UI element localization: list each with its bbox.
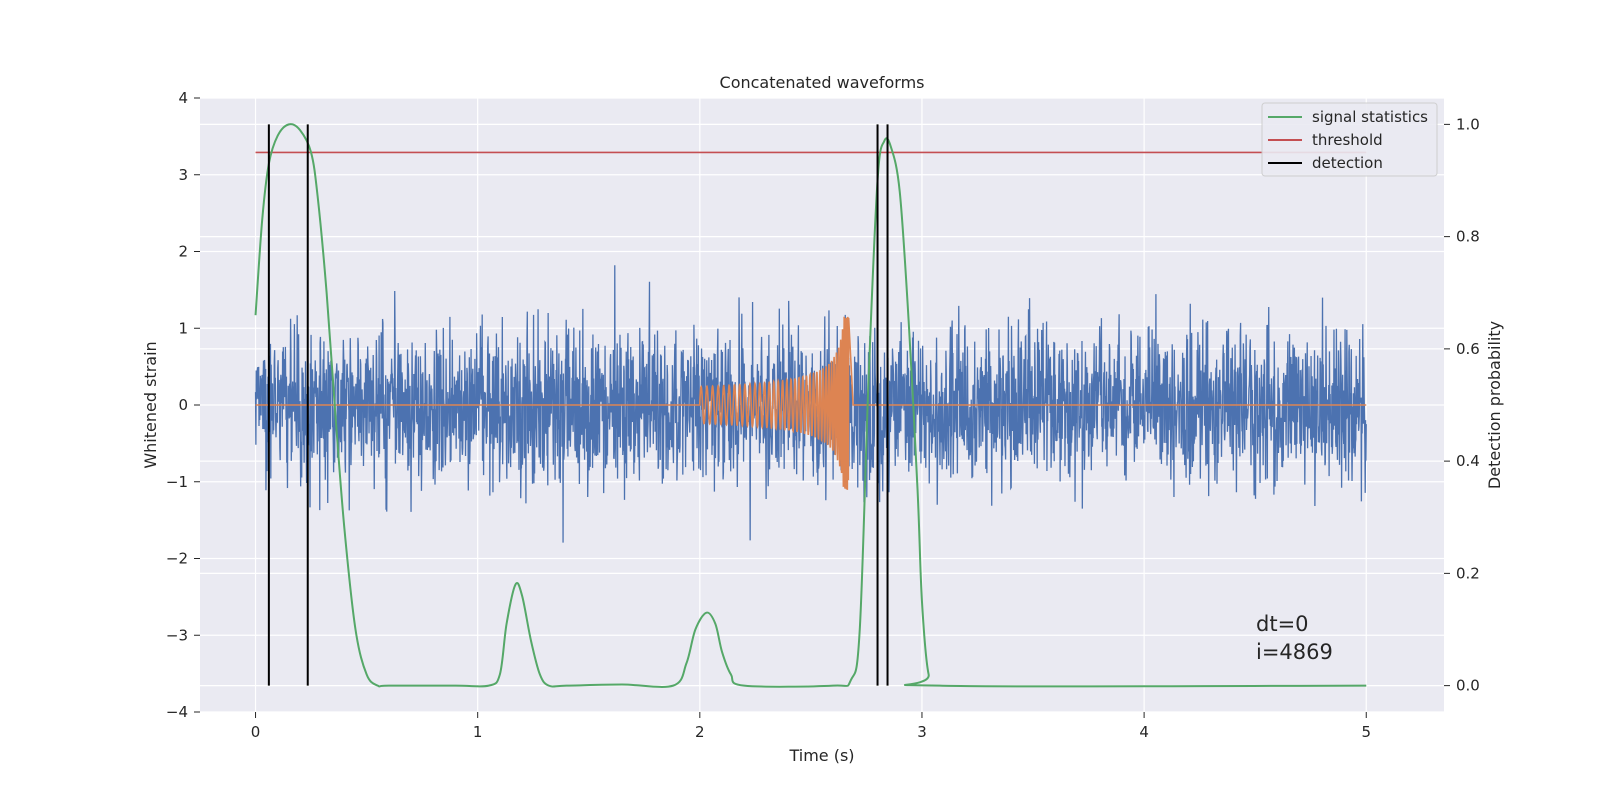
- axes-ticks: 0 1 2 3 4 5 −4 −3 −2 −1 0 1 2 3 4 0.0 0.2 0.4 0.6 0.8 1.0: [166, 89, 1480, 741]
- legend-label-detection: detection: [1312, 154, 1383, 172]
- signal-statistics-line: [254, 123, 1367, 688]
- y-tick-label: 4: [178, 89, 188, 107]
- right-y-tick-label: 0.4: [1456, 452, 1480, 470]
- y-tick-label: 0: [178, 396, 188, 414]
- legend-box: [1261, 102, 1438, 177]
- plot-series: [254, 123, 1367, 688]
- x-axis-label: Time (s): [788, 746, 854, 765]
- y-tick-label: −2: [166, 550, 188, 568]
- annotation-dt: dt=0: [1256, 612, 1309, 636]
- annotation-index: i=4869: [1256, 640, 1333, 664]
- chirp-series-line: [255, 316, 1367, 490]
- y-tick-label: 3: [178, 166, 188, 184]
- strain-series-line: [254, 265, 1367, 543]
- y-tick-label: 1: [178, 319, 188, 337]
- y-tick-label: 2: [178, 243, 188, 261]
- legend-label-threshold: threshold: [1312, 131, 1383, 149]
- x-tick-label: 4: [1139, 723, 1149, 741]
- x-tick-label: 0: [251, 723, 261, 741]
- x-tick-label: 1: [473, 723, 483, 741]
- right-y-tick-label: 0.8: [1456, 228, 1480, 246]
- y-tick-label: −3: [166, 626, 188, 644]
- right-y-axis-label: Detection probability: [1485, 321, 1504, 489]
- y-tick-label: −4: [166, 703, 188, 721]
- right-y-tick-label: 1.0: [1456, 115, 1480, 133]
- right-y-tick-label: 0.2: [1456, 564, 1480, 582]
- y-tick-label: −1: [166, 473, 188, 491]
- x-tick-label: 2: [695, 723, 705, 741]
- legend: signal statistics threshold detection: [1261, 102, 1438, 177]
- x-tick-label: 3: [917, 723, 927, 741]
- legend-label-signal-statistics: signal statistics: [1312, 108, 1428, 126]
- right-y-tick-label: 0.0: [1456, 677, 1480, 695]
- x-tick-label: 5: [1361, 723, 1371, 741]
- y-axis-label: Whitened strain: [141, 341, 160, 468]
- chart-title: Concatenated waveforms: [720, 73, 925, 92]
- right-y-tick-label: 0.6: [1456, 340, 1480, 358]
